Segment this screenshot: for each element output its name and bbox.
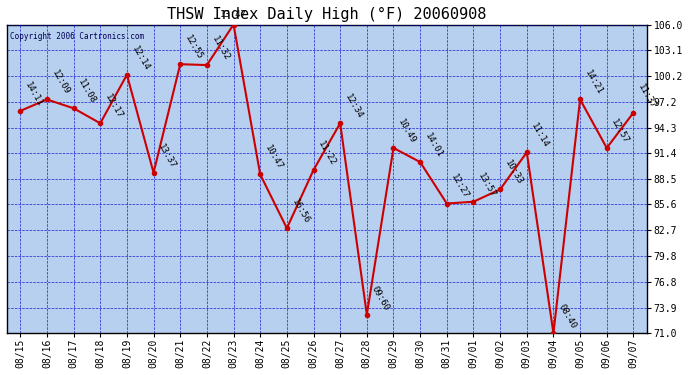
- Text: 11:14: 11:14: [529, 122, 551, 150]
- Text: 11:22: 11:22: [316, 140, 337, 167]
- Text: 12:09: 12:09: [50, 69, 71, 97]
- Text: 12:34: 12:34: [343, 93, 364, 120]
- Text: 09:60: 09:60: [370, 284, 391, 312]
- Text: 13:37: 13:37: [157, 142, 177, 170]
- Text: 10:33: 10:33: [503, 159, 524, 187]
- Text: 14:11: 14:11: [23, 80, 44, 108]
- Text: 10:49: 10:49: [396, 117, 417, 145]
- Text: 11:37: 11:37: [636, 82, 658, 110]
- Text: 11:32: 11:32: [210, 34, 231, 62]
- Text: 14:01: 14:01: [423, 132, 444, 159]
- Text: 16:56: 16:56: [290, 198, 311, 225]
- Text: 13:47: 13:47: [220, 10, 247, 19]
- Text: Copyright 2006 Cartronics.com: Copyright 2006 Cartronics.com: [10, 32, 144, 41]
- Text: 12:57: 12:57: [609, 117, 631, 145]
- Text: 10:47: 10:47: [263, 144, 284, 172]
- Text: 12:55: 12:55: [183, 34, 204, 62]
- Text: 12:17: 12:17: [103, 93, 124, 120]
- Text: 11:08: 11:08: [77, 78, 97, 105]
- Text: 12:27: 12:27: [450, 173, 471, 201]
- Text: 08:40: 08:40: [556, 303, 578, 330]
- Text: 13:57: 13:57: [476, 171, 497, 199]
- Text: 12:14: 12:14: [130, 44, 151, 72]
- Title: THSW Index Daily High (°F) 20060908: THSW Index Daily High (°F) 20060908: [167, 7, 486, 22]
- Text: 14:21: 14:21: [583, 69, 604, 97]
